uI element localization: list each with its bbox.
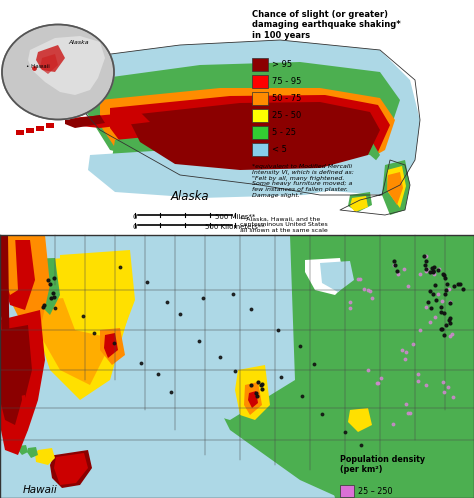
Polygon shape: [100, 235, 295, 420]
Polygon shape: [9, 444, 19, 453]
Bar: [252, 75, 268, 88]
Polygon shape: [104, 333, 118, 358]
Polygon shape: [54, 453, 88, 485]
Text: 5 - 25: 5 - 25: [272, 128, 296, 137]
Text: 50 - 75: 50 - 75: [272, 94, 301, 103]
Bar: [252, 143, 268, 156]
Polygon shape: [28, 36, 105, 95]
Polygon shape: [328, 445, 382, 498]
Polygon shape: [350, 196, 368, 212]
Polygon shape: [88, 145, 385, 198]
Polygon shape: [65, 115, 105, 128]
Polygon shape: [305, 258, 345, 295]
Text: 0: 0: [133, 214, 137, 220]
Polygon shape: [110, 95, 390, 176]
Polygon shape: [348, 192, 372, 212]
Polygon shape: [27, 447, 38, 458]
Bar: [252, 58, 268, 71]
Polygon shape: [3, 444, 11, 451]
Polygon shape: [60, 250, 135, 340]
Polygon shape: [0, 395, 28, 455]
Polygon shape: [40, 54, 58, 74]
Text: Alaska: Alaska: [68, 40, 89, 45]
Text: 0: 0: [133, 224, 137, 230]
Polygon shape: [112, 128, 380, 185]
Ellipse shape: [2, 24, 114, 120]
Text: **Alaska, Hawaii, and the
conterminous United States
all shown at the same scale: **Alaska, Hawaii, and the conterminous U…: [240, 217, 328, 233]
Polygon shape: [100, 328, 125, 365]
Text: 500 Miles**: 500 Miles**: [215, 214, 255, 220]
Polygon shape: [320, 261, 354, 292]
Polygon shape: [30, 255, 130, 400]
Polygon shape: [387, 166, 406, 208]
Text: > 95: > 95: [272, 60, 292, 69]
Polygon shape: [46, 123, 54, 128]
Polygon shape: [0, 235, 50, 330]
Polygon shape: [26, 128, 34, 133]
Polygon shape: [382, 160, 410, 215]
Polygon shape: [0, 240, 35, 310]
Polygon shape: [244, 382, 262, 415]
Polygon shape: [0, 235, 474, 498]
Polygon shape: [36, 126, 44, 131]
Polygon shape: [130, 102, 380, 170]
Polygon shape: [0, 235, 10, 380]
Polygon shape: [0, 325, 32, 415]
Polygon shape: [0, 258, 60, 315]
Text: • Hawaii: • Hawaii: [26, 64, 50, 69]
Polygon shape: [0, 368, 22, 425]
Polygon shape: [195, 235, 474, 498]
Bar: [252, 126, 268, 139]
Polygon shape: [85, 62, 400, 175]
Polygon shape: [100, 88, 395, 180]
Text: Population density
(per km²): Population density (per km²): [340, 455, 425, 475]
Polygon shape: [16, 130, 24, 135]
Text: 500 Kilometers**: 500 Kilometers**: [205, 224, 265, 230]
Text: 75 - 95: 75 - 95: [272, 77, 301, 86]
Polygon shape: [0, 235, 18, 295]
Text: < 5: < 5: [272, 145, 287, 154]
Text: Alaska: Alaska: [171, 190, 210, 203]
Polygon shape: [40, 295, 110, 385]
Polygon shape: [35, 448, 55, 465]
Text: 25 - 50: 25 - 50: [272, 111, 301, 120]
Text: Chance of slight (or greater)
damaging earthquake shaking*
in 100 years: Chance of slight (or greater) damaging e…: [252, 10, 401, 40]
Polygon shape: [36, 45, 65, 72]
Polygon shape: [387, 172, 403, 205]
Bar: [252, 92, 268, 105]
Polygon shape: [50, 450, 92, 488]
Polygon shape: [235, 365, 270, 420]
Text: Hawaii: Hawaii: [23, 485, 57, 495]
Polygon shape: [65, 40, 420, 195]
Polygon shape: [248, 391, 258, 408]
Polygon shape: [17, 445, 28, 455]
Text: *equivalent to Modified Mercalli
Intensity VI, which is defined as:
"Felt by all: *equivalent to Modified Mercalli Intensi…: [252, 164, 354, 198]
Text: 25 – 250: 25 – 250: [358, 487, 392, 496]
Bar: [340, 485, 354, 497]
Polygon shape: [70, 112, 150, 128]
Polygon shape: [0, 0, 474, 235]
Polygon shape: [348, 408, 372, 432]
Bar: [252, 109, 268, 122]
Polygon shape: [0, 310, 45, 435]
